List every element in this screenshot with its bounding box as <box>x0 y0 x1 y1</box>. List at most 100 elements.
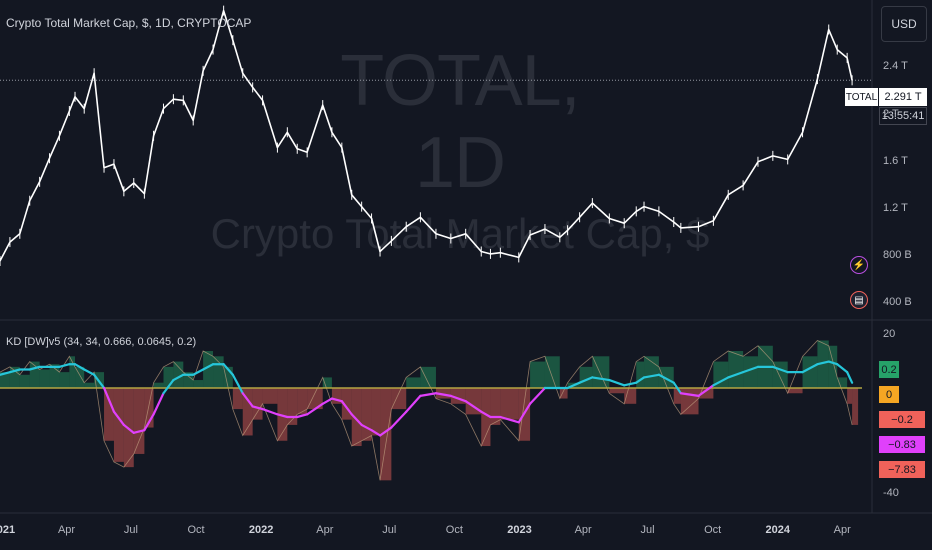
kd-area-bar <box>609 387 625 394</box>
kd-area-bar <box>193 380 204 388</box>
signal-line-segment <box>635 376 646 384</box>
time-axis-label: 2024 <box>765 524 791 536</box>
signal-line-segment <box>231 373 244 395</box>
signal-line-segment <box>8 368 21 374</box>
kd-area-bar <box>59 372 70 388</box>
kd-area-bar <box>144 387 154 428</box>
kd-area-bar <box>579 366 593 388</box>
kd-line <box>0 340 853 481</box>
signal-line-segment <box>642 373 660 379</box>
kd-area-bar <box>9 366 20 388</box>
signal-line-segment <box>464 400 483 413</box>
kd-area-bar <box>435 387 451 399</box>
time-axis-label: Apr <box>316 524 334 536</box>
kd-area-bar <box>133 387 145 454</box>
signal-line-segment <box>517 402 532 424</box>
signal-line-segment <box>321 397 334 405</box>
signal-line-segment <box>296 413 309 419</box>
signal-line-segment <box>241 392 254 408</box>
watermark-symbol: TOTAL, 1D <box>340 41 580 203</box>
kd-area-bar <box>828 345 838 388</box>
symbol-tag: TOTAL <box>845 88 878 106</box>
kd-area-bar <box>213 356 224 388</box>
kd-area-bar <box>743 356 758 388</box>
indicator-value-badge: −0.83 <box>879 436 925 453</box>
kd-area-bar <box>802 356 818 388</box>
price-series-line <box>0 9 853 262</box>
kd-area-bar <box>69 356 76 388</box>
time-axis-label: 2023 <box>507 524 532 536</box>
signal-line-segment <box>360 423 373 432</box>
kd-area-bar <box>173 361 184 388</box>
kd-area-bar <box>847 387 853 404</box>
signal-line-segment <box>390 410 408 429</box>
price-tick-label: 1.2 T <box>883 202 908 214</box>
kd-area-bar <box>673 387 681 404</box>
kd-area-bar <box>624 387 637 404</box>
signal-line-segment <box>102 386 116 413</box>
signal-line-segment <box>405 394 422 413</box>
signal-line-segment <box>623 381 638 387</box>
time-axis-label: Apr <box>833 524 851 536</box>
signal-line-segment <box>330 397 343 403</box>
kd-area-bar <box>837 377 848 388</box>
kd-area-bar <box>481 387 491 447</box>
time-axis-label: Jul <box>640 524 655 536</box>
kd-area-bar <box>19 374 30 388</box>
kd-area-bar <box>391 387 407 410</box>
kd-area-bar <box>203 351 214 388</box>
indicator-value-badge: −7.83 <box>879 461 925 478</box>
signal-line-segment <box>801 363 819 374</box>
kd-area-bar <box>223 366 233 388</box>
indicator-tick-label: -40 <box>883 486 899 499</box>
kd-area-bar <box>113 387 124 462</box>
signal-line-segment <box>657 373 675 384</box>
indicator-title: KD [DW]v5 (34, 34, 0.666, 0.0645, 0.2) <box>6 336 197 348</box>
signal-line-segment <box>727 371 745 379</box>
signal-line-segment <box>672 381 682 395</box>
indicator-tick-label: 20 <box>883 328 896 341</box>
signal-line-segment <box>222 363 234 376</box>
price-tick-label: 2.4 T <box>883 60 908 73</box>
us-flag-icon[interactable]: ▤ <box>850 291 868 309</box>
last-price-tag: 2.291 T <box>879 88 927 106</box>
signal-line-segment <box>480 410 492 419</box>
signal-line-segment <box>73 363 86 371</box>
signal-line-segment <box>83 368 96 376</box>
signal-line-segment <box>449 394 467 403</box>
kd-area-bar <box>153 382 164 388</box>
kd-area-bar <box>104 387 114 441</box>
kd-area-bar <box>371 387 381 436</box>
price-tick-label: 2 T <box>883 107 899 120</box>
currency-button[interactable]: USD <box>881 6 927 42</box>
chart-title: Crypto Total Market Cap, $, 1D, CRYPTOCA… <box>6 16 252 30</box>
signal-line-segment <box>816 360 830 366</box>
kd-area-bar <box>728 351 744 388</box>
signal-line-segment <box>132 429 146 434</box>
kd-area-bar <box>242 387 253 436</box>
kd-area-bar <box>787 387 803 394</box>
kd-area-bar <box>163 366 174 388</box>
watermark-name: Crypto Total Market Cap, $ <box>210 210 710 257</box>
signal-line-segment <box>566 381 581 390</box>
kd-area-bar <box>75 366 85 388</box>
kd-area-bar <box>361 387 372 441</box>
indicator-value-badge: −0.2 <box>879 411 925 428</box>
kd-area-bar <box>307 387 323 410</box>
signal-line-segment <box>434 392 452 397</box>
kd-area-bar <box>49 364 60 388</box>
signal-line-segment <box>152 392 165 416</box>
price-tick-label: 400 B <box>883 296 912 309</box>
kd-area-bar <box>84 382 95 388</box>
signal-line-segment <box>679 392 700 397</box>
lightning-icon[interactable]: ⚡ <box>850 256 868 274</box>
signal-line-segment <box>528 386 547 405</box>
kd-area-bar <box>331 387 342 404</box>
kd-area-bar <box>287 387 298 425</box>
price-tick-label: 800 B <box>883 249 912 262</box>
time-axis-label: 2022 <box>248 524 274 536</box>
kd-area-bar <box>852 387 859 425</box>
kd-area-bar <box>636 361 645 388</box>
